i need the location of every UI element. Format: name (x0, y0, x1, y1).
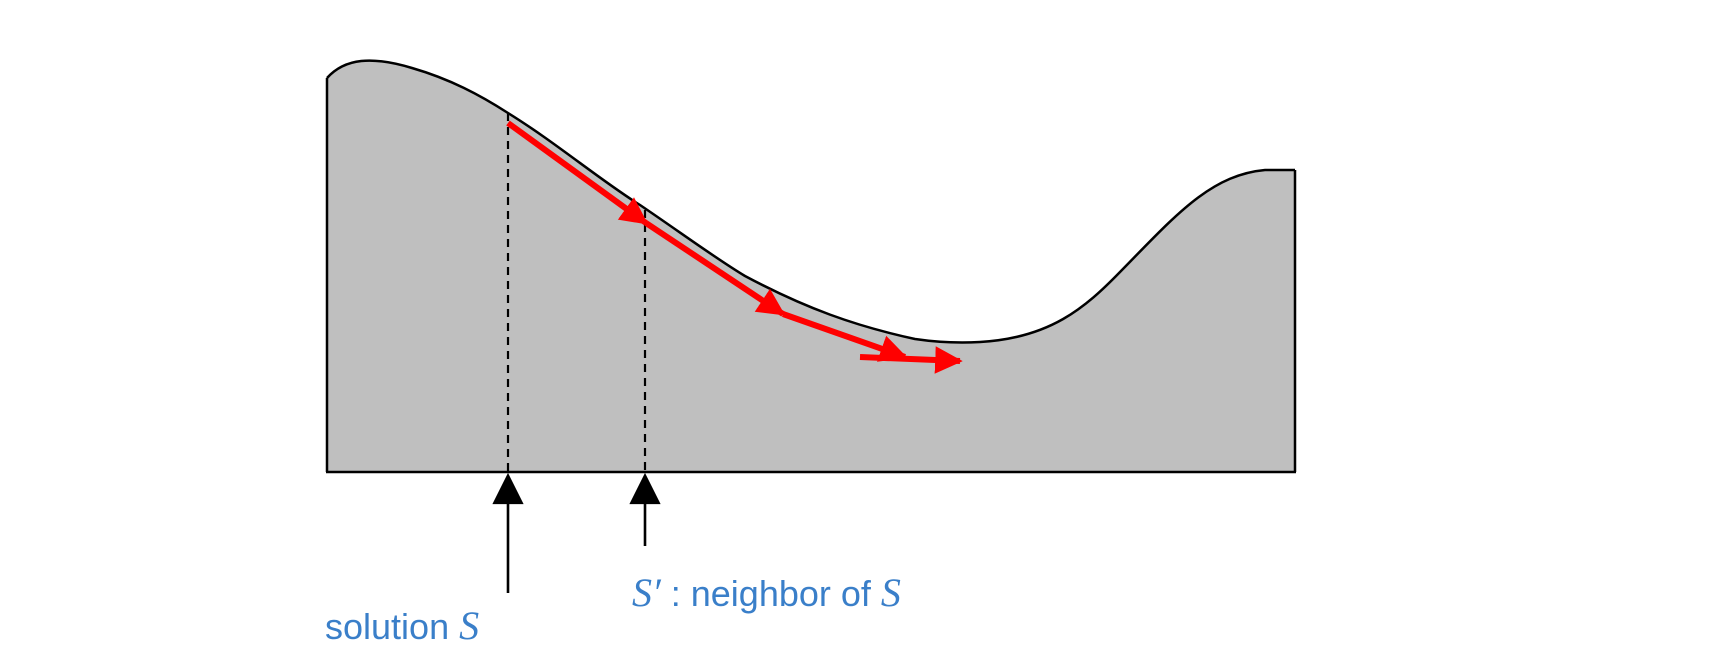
descent-arrow-4 (860, 357, 960, 361)
neighbor-symbol: S′ (632, 570, 661, 615)
landscape-area (327, 61, 1295, 472)
neighbor-ref-symbol: S (881, 570, 901, 615)
solution-label: solution S (325, 606, 479, 646)
neighbor-label: S′ : neighbor of S (632, 573, 901, 613)
solution-label-text: solution (325, 606, 459, 647)
solution-symbol: S (459, 603, 479, 648)
neighbor-label-text: : neighbor of (661, 573, 881, 614)
